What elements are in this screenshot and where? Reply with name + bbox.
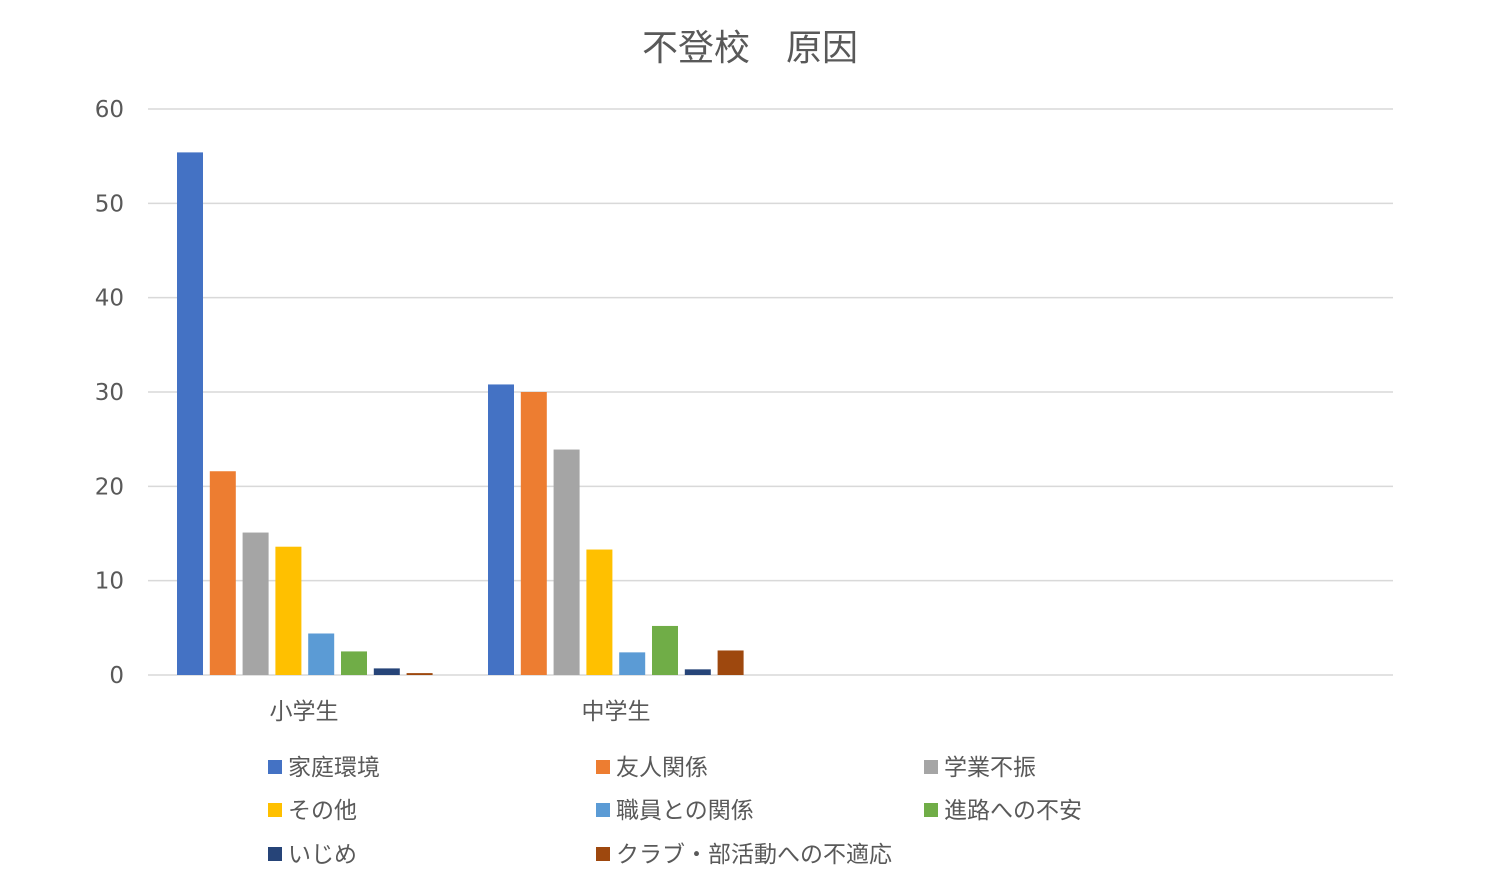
bars <box>177 152 744 676</box>
legend-swatch <box>596 803 610 817</box>
legend-swatch <box>596 847 610 861</box>
bar <box>553 449 580 675</box>
bar <box>619 652 646 675</box>
legend-swatch <box>268 760 282 774</box>
legend-item: いじめ <box>268 842 357 868</box>
legend-swatch <box>268 847 282 861</box>
bar <box>341 651 367 675</box>
legend-swatch <box>596 760 610 774</box>
legend-item: 学業不振 <box>924 755 1036 781</box>
bar <box>684 669 711 675</box>
legend-label: その他 <box>288 798 357 824</box>
y-tick-label: 60 <box>95 97 124 123</box>
legend-label: クラブ・部活動への不適応 <box>616 842 892 868</box>
legend-swatch <box>268 803 282 817</box>
legend-label: 友人関係 <box>616 755 708 781</box>
legend-swatch <box>924 803 938 817</box>
bar <box>373 668 400 675</box>
bar <box>177 152 203 676</box>
bar <box>520 392 547 675</box>
y-tick-label: 30 <box>95 380 124 406</box>
y-tick-label: 20 <box>95 474 124 500</box>
x-category-label: 小学生 <box>270 699 339 725</box>
bar <box>586 549 613 675</box>
y-axis-ticks: 0 10 20 30 40 50 60 <box>95 97 124 689</box>
bar <box>242 532 269 675</box>
legend-label: 家庭環境 <box>288 755 380 781</box>
bar <box>406 673 433 675</box>
bar <box>717 650 744 675</box>
y-tick-label: 0 <box>109 663 124 689</box>
legend-label: 進路への不安 <box>944 798 1082 824</box>
x-category-label: 中学生 <box>582 699 651 725</box>
legend-label: 学業不振 <box>944 755 1036 781</box>
legend-item: その他 <box>268 798 357 824</box>
grid <box>148 108 1393 676</box>
bar <box>308 633 335 675</box>
legend-label: いじめ <box>288 842 357 868</box>
legend-swatch <box>924 760 938 774</box>
y-tick-label: 50 <box>95 191 124 217</box>
legend-label: 職員との関係 <box>616 798 754 824</box>
y-tick-label: 40 <box>95 286 124 312</box>
bar <box>275 546 302 675</box>
legend-item: 家庭環境 <box>268 755 380 781</box>
bar <box>652 625 678 675</box>
y-tick-label: 10 <box>95 569 124 595</box>
legend-item: 職員との関係 <box>596 798 754 824</box>
legend-item: クラブ・部活動への不適応 <box>596 842 892 868</box>
bar <box>488 384 514 675</box>
legend-item: 進路への不安 <box>924 798 1082 824</box>
x-axis-categories: 小学生 中学生 <box>270 699 651 725</box>
chart-title: 不登校 原因 <box>642 28 858 69</box>
legend-item: 友人関係 <box>596 755 708 781</box>
bar <box>209 471 236 675</box>
